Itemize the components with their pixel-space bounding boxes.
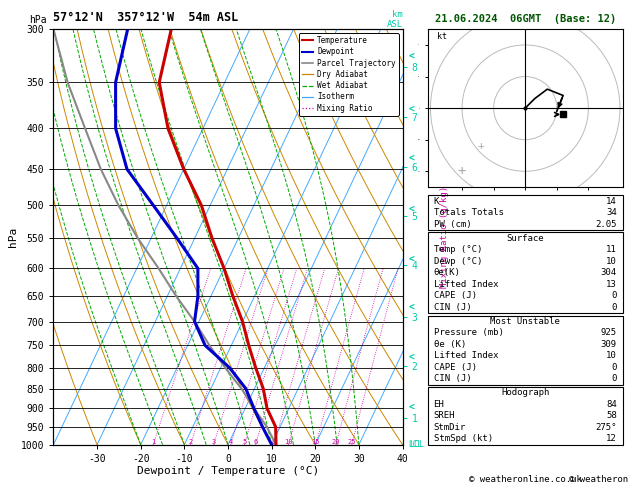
Text: LCL: LCL bbox=[408, 440, 422, 449]
Text: 12: 12 bbox=[606, 434, 617, 443]
Text: Mixing Ratio (g/kg): Mixing Ratio (g/kg) bbox=[440, 186, 449, 288]
Text: 1: 1 bbox=[151, 439, 155, 445]
Text: SREH: SREH bbox=[433, 412, 455, 420]
Text: 10: 10 bbox=[606, 351, 617, 360]
Text: Lifted Index: Lifted Index bbox=[433, 280, 498, 289]
Text: 84: 84 bbox=[606, 400, 617, 409]
Text: 0: 0 bbox=[611, 291, 617, 300]
Text: EH: EH bbox=[433, 400, 444, 409]
Text: 58: 58 bbox=[606, 412, 617, 420]
Text: 57°12'N  357°12'W  54m ASL: 57°12'N 357°12'W 54m ASL bbox=[53, 11, 239, 24]
Text: © weatheronline.co.uk: © weatheronline.co.uk bbox=[569, 474, 629, 484]
Text: Hodograph: Hodograph bbox=[501, 388, 549, 398]
Text: θe(K): θe(K) bbox=[433, 268, 460, 277]
Text: Most Unstable: Most Unstable bbox=[490, 317, 560, 326]
Text: +: + bbox=[458, 164, 466, 178]
Text: CAPE (J): CAPE (J) bbox=[433, 363, 477, 372]
Text: <: < bbox=[409, 253, 415, 263]
Text: 20: 20 bbox=[331, 439, 340, 445]
Text: Totals Totals: Totals Totals bbox=[433, 208, 503, 217]
Text: Dewp (°C): Dewp (°C) bbox=[433, 257, 482, 266]
Text: 2: 2 bbox=[189, 439, 192, 445]
Text: 3: 3 bbox=[211, 439, 216, 445]
Text: PW (cm): PW (cm) bbox=[433, 220, 471, 228]
Text: 6: 6 bbox=[253, 439, 258, 445]
X-axis label: Dewpoint / Temperature (°C): Dewpoint / Temperature (°C) bbox=[137, 467, 319, 476]
Text: <: < bbox=[409, 352, 415, 362]
Text: 5: 5 bbox=[242, 439, 247, 445]
Text: kt: kt bbox=[437, 32, 447, 41]
Text: θe (K): θe (K) bbox=[433, 340, 466, 349]
Text: <: < bbox=[409, 152, 415, 162]
Text: 11: 11 bbox=[606, 245, 617, 254]
Text: 15: 15 bbox=[311, 439, 320, 445]
Text: CAPE (J): CAPE (J) bbox=[433, 291, 477, 300]
Text: 925: 925 bbox=[601, 329, 617, 337]
Text: 2.05: 2.05 bbox=[596, 220, 617, 228]
Text: 25: 25 bbox=[348, 439, 356, 445]
Text: 10: 10 bbox=[284, 439, 292, 445]
Text: 14: 14 bbox=[606, 197, 617, 206]
Y-axis label: hPa: hPa bbox=[8, 227, 18, 247]
Text: 21.06.2024  06GMT  (Base: 12): 21.06.2024 06GMT (Base: 12) bbox=[435, 14, 616, 24]
Text: 10: 10 bbox=[606, 257, 617, 266]
Text: <: < bbox=[409, 401, 415, 412]
Text: Temp (°C): Temp (°C) bbox=[433, 245, 482, 254]
Text: Surface: Surface bbox=[506, 234, 544, 243]
Text: <: < bbox=[409, 51, 415, 61]
Text: 0: 0 bbox=[611, 363, 617, 372]
Text: 304: 304 bbox=[601, 268, 617, 277]
Text: © weatheronline.co.uk: © weatheronline.co.uk bbox=[469, 474, 582, 484]
Text: 309: 309 bbox=[601, 340, 617, 349]
Text: km
ASL: km ASL bbox=[386, 10, 403, 29]
Text: 34: 34 bbox=[606, 208, 617, 217]
Text: Lifted Index: Lifted Index bbox=[433, 351, 498, 360]
Text: CIN (J): CIN (J) bbox=[433, 374, 471, 383]
Text: 0: 0 bbox=[611, 303, 617, 312]
Text: StmDir: StmDir bbox=[433, 423, 466, 432]
Text: LCL: LCL bbox=[409, 440, 425, 449]
Text: <: < bbox=[409, 104, 415, 113]
Text: 4: 4 bbox=[228, 439, 233, 445]
Text: Pressure (mb): Pressure (mb) bbox=[433, 329, 503, 337]
Text: 0: 0 bbox=[611, 374, 617, 383]
Text: 13: 13 bbox=[606, 280, 617, 289]
Text: K: K bbox=[433, 197, 439, 206]
Text: 8: 8 bbox=[272, 439, 276, 445]
Text: hPa: hPa bbox=[29, 15, 47, 25]
Text: CIN (J): CIN (J) bbox=[433, 303, 471, 312]
Legend: Temperature, Dewpoint, Parcel Trajectory, Dry Adiabat, Wet Adiabat, Isotherm, Mi: Temperature, Dewpoint, Parcel Trajectory… bbox=[299, 33, 399, 116]
Text: 275°: 275° bbox=[596, 423, 617, 432]
Text: <: < bbox=[409, 302, 415, 312]
Text: +: + bbox=[477, 141, 484, 151]
Text: <: < bbox=[409, 203, 415, 213]
Text: StmSpd (kt): StmSpd (kt) bbox=[433, 434, 493, 443]
